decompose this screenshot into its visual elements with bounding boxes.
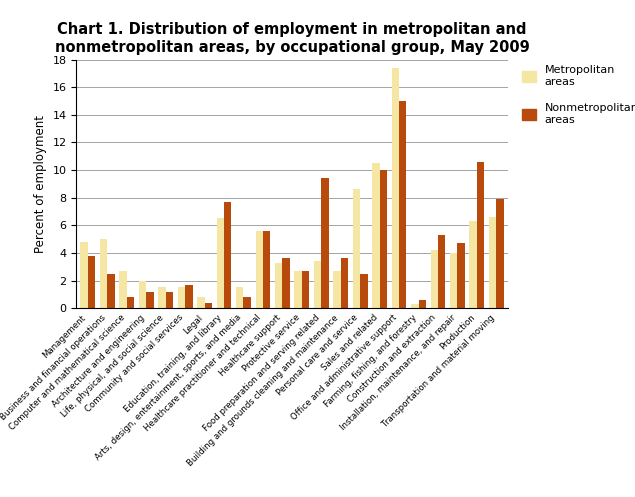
Bar	[178, 287, 185, 308]
Bar	[204, 303, 212, 308]
Bar	[302, 271, 309, 308]
Text: Chart 1. Distribution of employment in metropolitan and
nonmetropolitan areas, b: Chart 1. Distribution of employment in m…	[55, 22, 530, 55]
Y-axis label: Percent of employment: Percent of employment	[34, 115, 47, 253]
Bar	[450, 253, 457, 308]
Bar	[295, 271, 302, 308]
Bar	[457, 243, 465, 308]
Bar	[100, 239, 107, 308]
Bar	[81, 242, 88, 308]
Bar	[333, 271, 341, 308]
Bar	[224, 202, 231, 308]
Bar	[255, 231, 263, 308]
Bar	[127, 297, 134, 308]
Bar	[236, 287, 243, 308]
Bar	[399, 101, 406, 308]
Bar	[263, 231, 271, 308]
Bar	[217, 218, 224, 308]
Bar	[158, 287, 166, 308]
Bar	[418, 300, 426, 308]
Bar	[243, 297, 251, 308]
Bar	[469, 221, 477, 308]
Bar	[411, 304, 418, 308]
Bar	[185, 285, 192, 308]
Bar	[275, 262, 283, 308]
Bar	[88, 255, 95, 308]
Bar	[283, 258, 290, 308]
Bar	[497, 199, 504, 308]
Bar	[139, 280, 146, 308]
Bar	[477, 162, 485, 308]
Bar	[431, 250, 438, 308]
Bar	[197, 297, 204, 308]
Bar	[119, 271, 127, 308]
Bar	[360, 274, 368, 308]
Bar	[353, 189, 360, 308]
Bar	[341, 258, 348, 308]
Bar	[438, 235, 445, 308]
Bar	[372, 163, 380, 308]
Bar	[107, 274, 115, 308]
Bar	[380, 170, 387, 308]
Bar	[314, 261, 321, 308]
Bar	[166, 292, 173, 308]
Bar	[392, 68, 399, 308]
Bar	[321, 178, 329, 308]
Bar	[146, 292, 154, 308]
Legend: Metropolitan
areas, Nonmetropolitan
areas: Metropolitan areas, Nonmetropolitan area…	[522, 65, 635, 125]
Bar	[489, 217, 497, 308]
